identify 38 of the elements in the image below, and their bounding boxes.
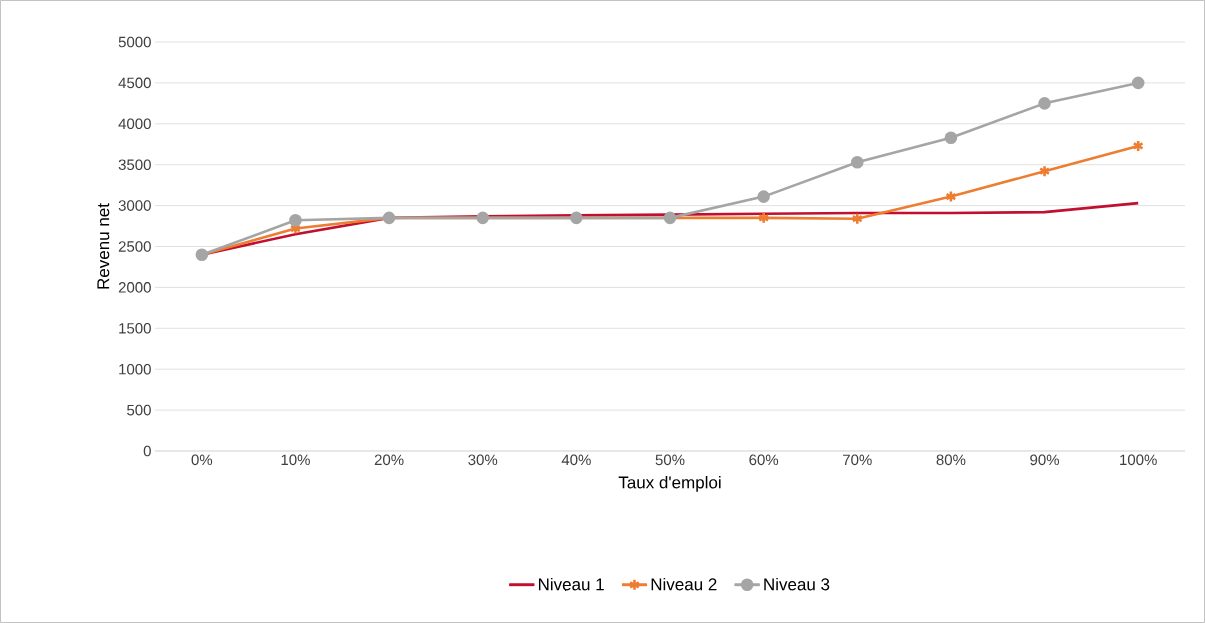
y-axis-title: Revenu net: [97, 203, 110, 289]
x-tick-label: 70%: [843, 454, 872, 466]
y-tick-label: 4500: [118, 77, 151, 89]
y-tick-label: 0: [143, 445, 151, 457]
point: [1131, 76, 1145, 90]
y-tick-label: 1500: [119, 322, 151, 334]
y-tick-label: 3500: [118, 159, 151, 170]
point: [1132, 139, 1144, 153]
x-tick-label: 20%: [374, 454, 404, 466]
x-tick-label: 30%: [468, 454, 498, 466]
y-tick-label: 1000: [119, 363, 151, 375]
point: [1038, 97, 1051, 110]
y-tick-label: 3000: [118, 200, 151, 211]
x-tick-label: 10%: [281, 454, 310, 466]
y-tick-label: 4000: [118, 118, 151, 130]
x-tick-label: 60%: [749, 454, 779, 466]
point: [851, 212, 863, 225]
legend-label: Niveau 1: [538, 577, 604, 591]
point: [944, 131, 958, 144]
y-tick-label: 2000: [118, 282, 151, 293]
x-tick-label: 90%: [1030, 454, 1060, 466]
x-tick-label: 0%: [191, 454, 213, 466]
y-tick-label: 2500: [118, 241, 151, 252]
x-tick-label: 100%: [1120, 454, 1157, 466]
x-tick-label: 40%: [561, 454, 591, 466]
y-tick-label: 500: [127, 404, 151, 416]
y-tick-label: 5000: [118, 36, 151, 48]
point: [1038, 164, 1051, 178]
point: [757, 190, 770, 203]
legend-label: Niveau 2: [651, 577, 717, 591]
point: [289, 214, 302, 227]
x-tick-label: 80%: [936, 454, 966, 466]
x-axis-title: Taux d'emploi: [618, 475, 721, 492]
legend-label: Niveau 3: [764, 577, 830, 591]
point: [758, 211, 770, 225]
x-tick-label: 50%: [655, 454, 685, 466]
point: [850, 155, 864, 169]
point: [945, 190, 957, 203]
